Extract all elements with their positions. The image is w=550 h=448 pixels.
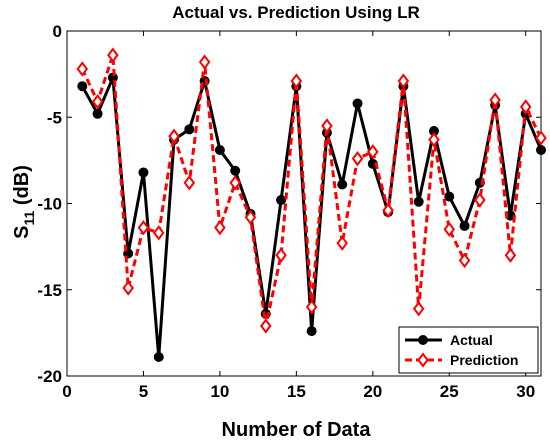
data-point-actual bbox=[536, 145, 546, 156]
data-point-actual bbox=[306, 326, 317, 337]
y-tick-label: 0 bbox=[53, 22, 62, 41]
data-point-actual bbox=[352, 98, 363, 109]
data-point-actual bbox=[428, 126, 439, 137]
data-point-actual bbox=[153, 352, 164, 363]
data-point-actual bbox=[92, 108, 103, 119]
data-point-prediction bbox=[397, 73, 410, 89]
data-point-prediction bbox=[198, 54, 211, 70]
y-axis: 0 -5 -10 -15 -20 bbox=[37, 22, 541, 386]
data-point-prediction bbox=[336, 235, 348, 251]
data-point-prediction bbox=[535, 130, 547, 146]
y-tick-label: -5 bbox=[47, 108, 62, 127]
y-tick-label: -15 bbox=[37, 281, 62, 300]
data-point-prediction bbox=[443, 221, 456, 238]
data-point-prediction bbox=[168, 128, 180, 144]
data-point-actual bbox=[214, 145, 225, 156]
chart-title: Actual vs. Prediction Using LR bbox=[172, 3, 420, 22]
data-point-prediction bbox=[91, 94, 104, 110]
x-tick-label: 15 bbox=[287, 382, 306, 401]
y-axis-label: S11 (dB) bbox=[11, 165, 37, 239]
legend: Actual Prediction bbox=[398, 326, 539, 374]
data-point-prediction bbox=[275, 247, 287, 263]
data-point-prediction bbox=[321, 118, 333, 134]
data-point-prediction bbox=[260, 318, 272, 334]
data-point-prediction bbox=[382, 202, 394, 219]
x-tick-label: 5 bbox=[139, 382, 148, 401]
x-tick-label: 25 bbox=[440, 382, 459, 401]
data-point-actual bbox=[444, 191, 455, 202]
y-tick-label: -20 bbox=[37, 367, 62, 386]
data-point-prediction bbox=[305, 299, 318, 315]
data-point-prediction bbox=[76, 61, 89, 77]
data-point-actual bbox=[459, 220, 470, 231]
data-point-prediction bbox=[137, 219, 150, 236]
data-point-prediction bbox=[107, 47, 119, 63]
data-point-prediction bbox=[489, 92, 501, 108]
y-axis-label-suffix: (dB) bbox=[11, 165, 33, 211]
data-point-actual bbox=[230, 165, 241, 176]
x-tick-label: 10 bbox=[210, 382, 229, 401]
legend-label-prediction: Prediction bbox=[450, 352, 518, 368]
data-point-actual bbox=[337, 179, 348, 190]
data-point-prediction bbox=[152, 225, 165, 241]
data-point-prediction bbox=[458, 252, 471, 269]
x-tick-label: 0 bbox=[62, 382, 71, 401]
data-point-prediction bbox=[214, 219, 226, 236]
data-point-actual bbox=[276, 195, 287, 206]
data-point-prediction bbox=[428, 132, 440, 148]
data-point-actual bbox=[413, 196, 424, 207]
data-point-prediction bbox=[351, 150, 364, 167]
data-point-prediction bbox=[474, 192, 486, 208]
data-point-actual bbox=[77, 81, 88, 92]
data-point-prediction bbox=[229, 175, 241, 191]
y-axis-label-sub: 11 bbox=[21, 210, 37, 225]
y-tick-label: -10 bbox=[37, 195, 62, 214]
data-point-prediction bbox=[504, 247, 517, 263]
data-point-prediction bbox=[412, 301, 425, 317]
data-point-prediction bbox=[122, 280, 134, 296]
data-point-prediction bbox=[367, 144, 379, 160]
x-axis-label: Number of Data bbox=[222, 419, 372, 441]
series-layer bbox=[76, 47, 547, 363]
legend-label-actual: Actual bbox=[450, 332, 493, 348]
legend-marker-actual bbox=[418, 335, 428, 345]
data-point-prediction bbox=[290, 73, 303, 89]
data-point-prediction bbox=[183, 175, 196, 191]
x-axis: 0 5 10 15 20 25 30 bbox=[62, 31, 535, 401]
data-point-prediction bbox=[244, 209, 257, 225]
data-point-actual bbox=[138, 167, 149, 178]
x-tick-label: 20 bbox=[363, 382, 382, 401]
x-tick-label: 30 bbox=[516, 382, 535, 401]
data-point-actual bbox=[184, 124, 195, 135]
legend-marker-prediction bbox=[417, 352, 429, 368]
data-point-prediction bbox=[519, 99, 532, 115]
y-axis-label-main: S bbox=[11, 226, 33, 239]
